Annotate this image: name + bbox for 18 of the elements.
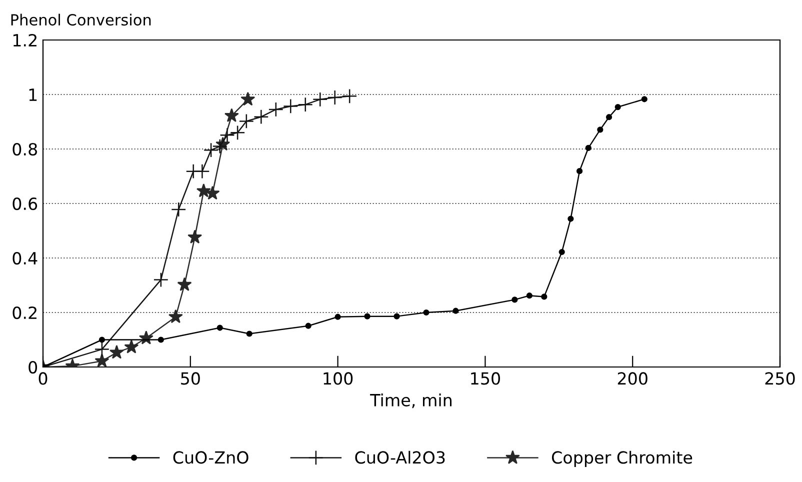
y-tick-label: 1.2: [13, 34, 36, 46]
y-tick-label: 0.4: [12, 252, 38, 265]
x-tick-label: 0: [38, 372, 48, 385]
x-tick-label: 200: [618, 372, 648, 385]
x-axis-title: Time, min: [370, 394, 452, 408]
y-tick-label: 0.8: [12, 142, 37, 156]
y-tick-label: 0: [28, 360, 38, 374]
legend-label: CuO-Al2O3: [355, 450, 445, 464]
y-tick-label: 1: [29, 88, 37, 101]
y-tick-label: 0.2: [12, 306, 36, 320]
legend-label: CuO-ZnO: [173, 451, 248, 464]
x-tick-label: 100: [324, 372, 353, 385]
y-tick-label: 0.6: [12, 197, 38, 210]
y-axis-title: Phenol Conversion: [11, 14, 151, 26]
legend-label: Copper Chromite: [552, 450, 692, 467]
x-tick-label: 150: [471, 372, 500, 385]
x-tick-label: 250: [765, 372, 795, 385]
x-tick-label: 50: [181, 372, 200, 385]
